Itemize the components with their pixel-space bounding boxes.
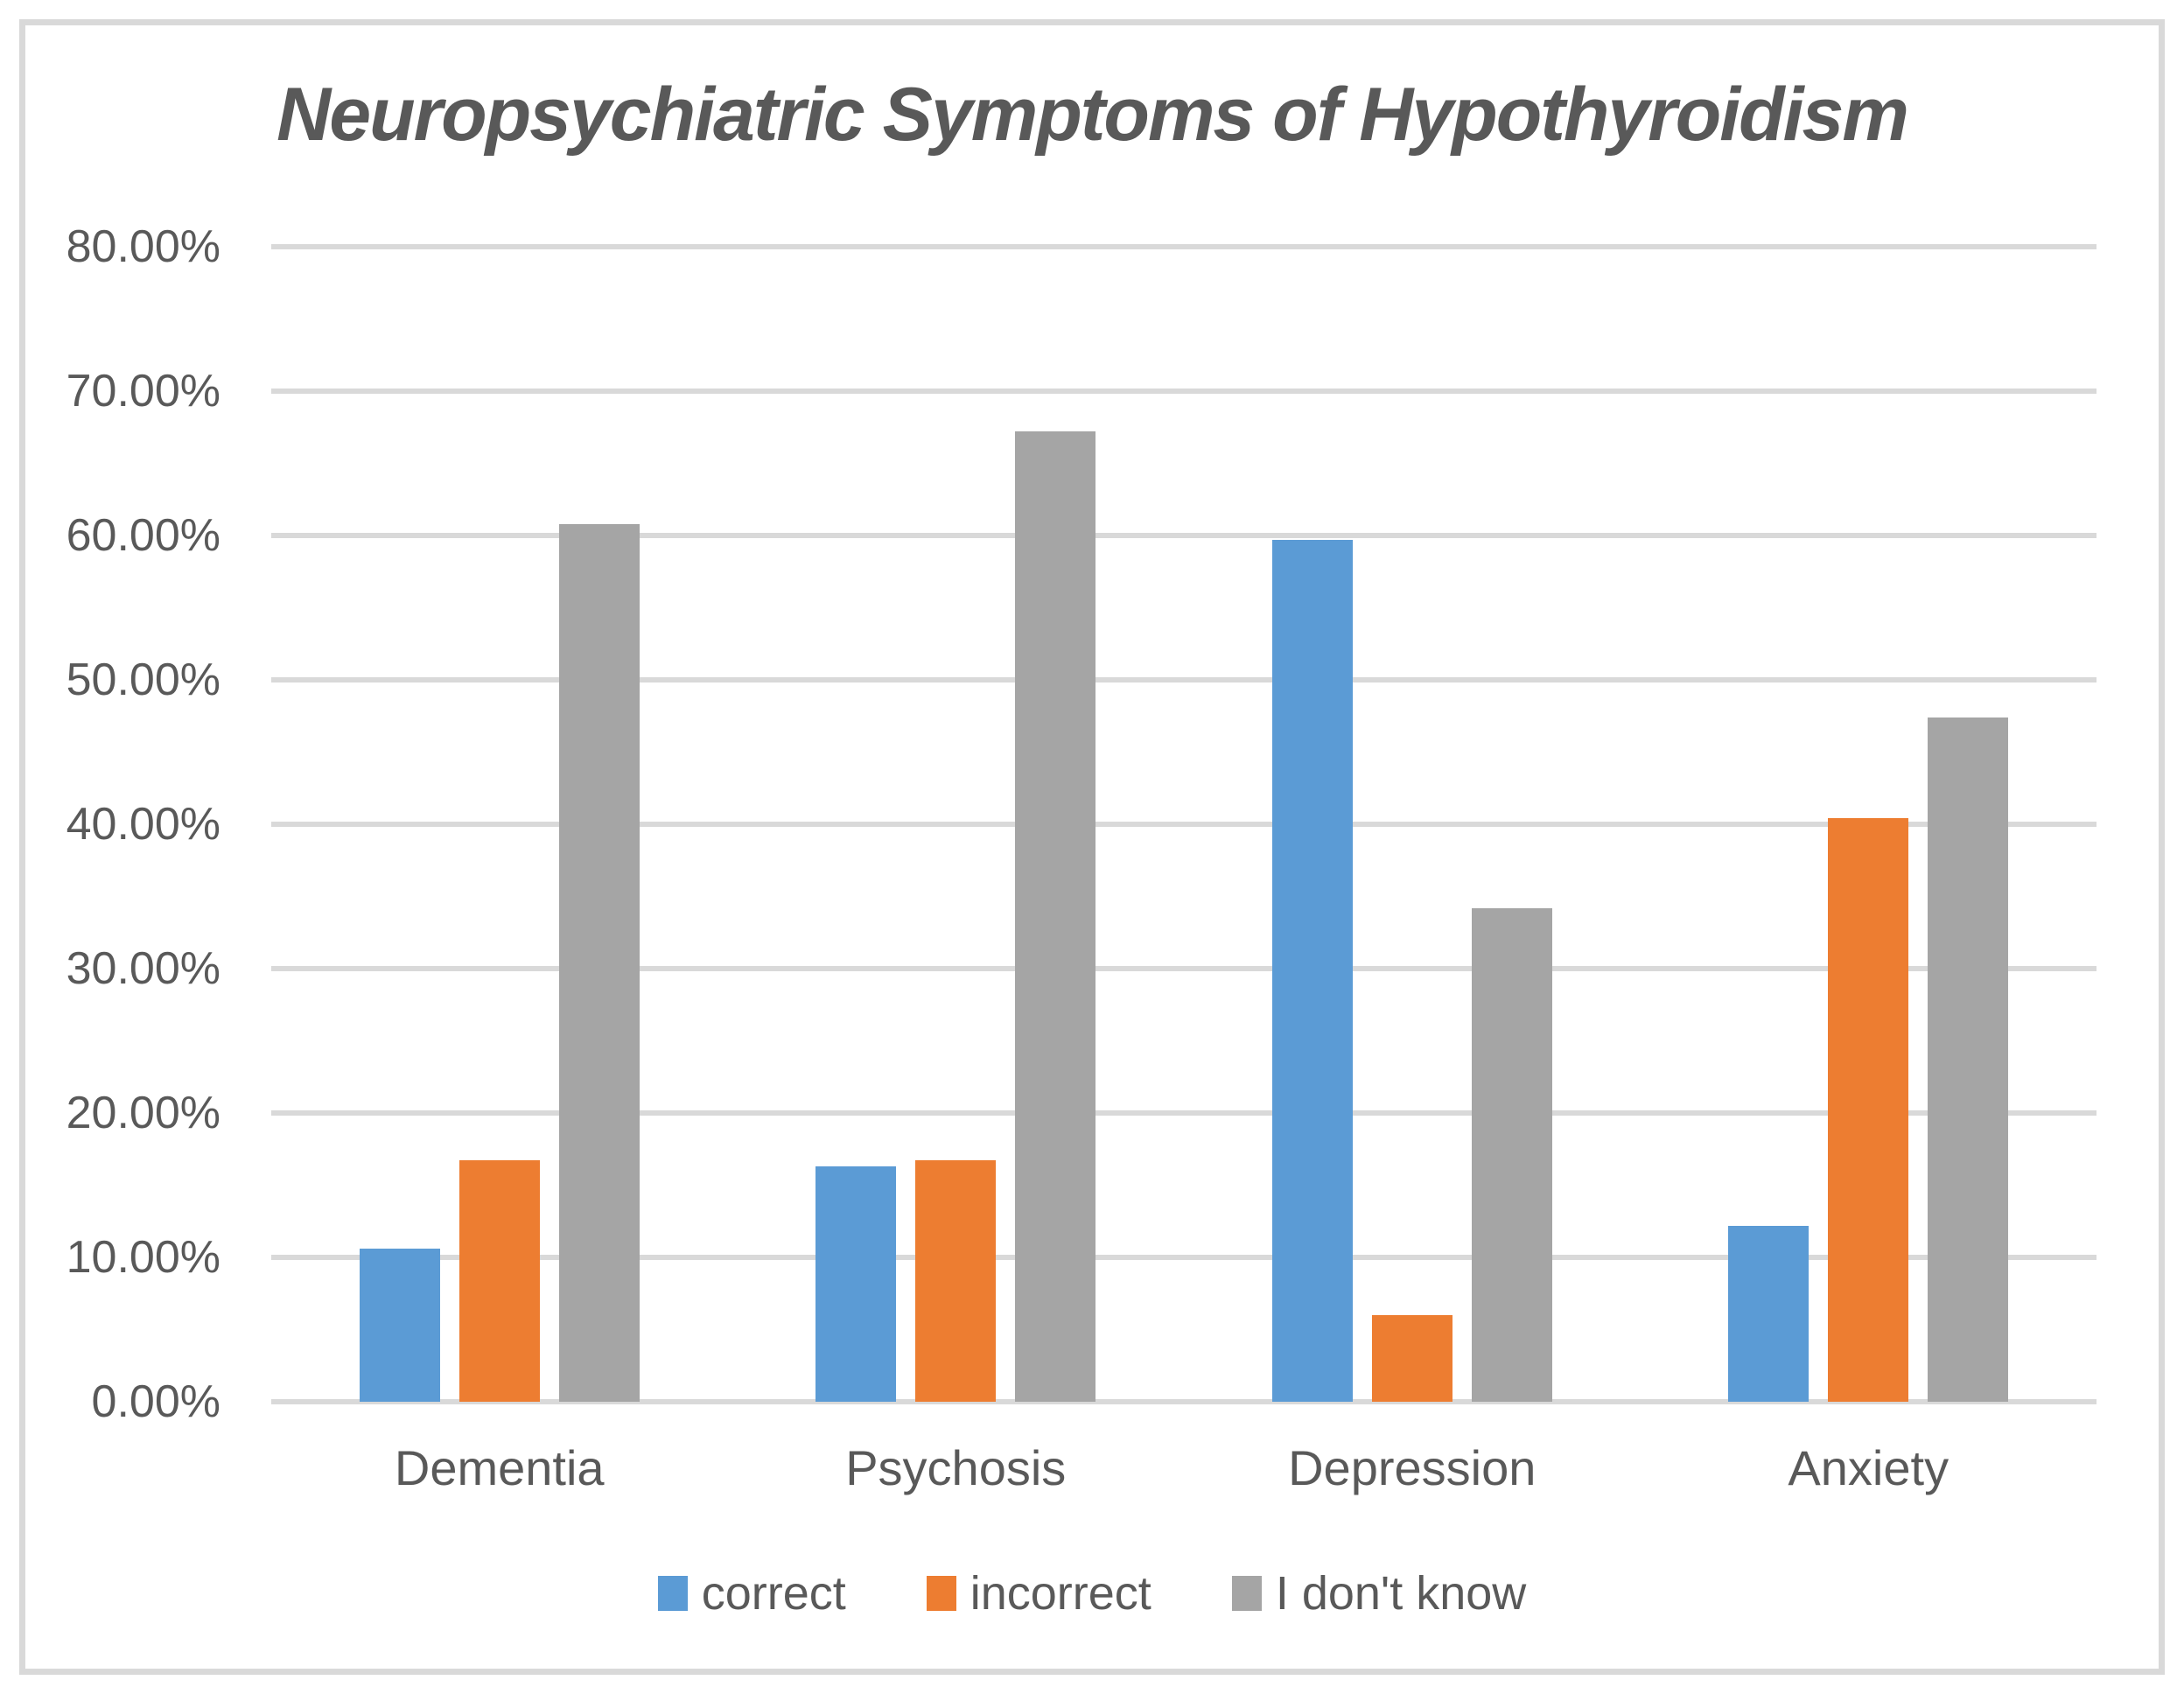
legend-label: incorrect: [970, 1567, 1152, 1620]
y-tick-label: 70.00%: [66, 366, 220, 416]
gridline-20.00%: [271, 1110, 2096, 1116]
gridline-10.00%: [271, 1255, 2096, 1260]
y-tick-label: 30.00%: [66, 943, 220, 994]
bar-group-psychosis: [728, 247, 1185, 1402]
legend-swatch-icon-correct: [657, 1576, 688, 1611]
bar-group-depression: [1184, 247, 1641, 1402]
x-category-label-dementia: Dementia: [394, 1440, 605, 1495]
bar-anxiety-correct: [1728, 1225, 1810, 1402]
gridline-40.00%: [271, 822, 2096, 827]
bar-depression-i-don-t-know: [1471, 907, 1552, 1402]
legend-label: I don't know: [1275, 1567, 1527, 1620]
y-axis-tick-labels: 0.00% 10.00% 20.00% 30.00% 40.00% 50.00% 60.00…: [52, 221, 220, 1427]
bar-depression-correct: [1271, 539, 1353, 1402]
gridline-70.00%: [271, 388, 2096, 394]
gridline-50.00%: [271, 677, 2096, 682]
legend-item-correct: correct: [657, 1567, 846, 1620]
gridline-80.00%: [271, 244, 2096, 249]
bar-groups: [271, 247, 2096, 1402]
chart-title: Neuropsychiatric Symptoms of Hypothyroid…: [276, 73, 1909, 157]
y-tick-label: 80.00%: [66, 221, 220, 272]
bar-dementia-incorrect: [458, 1160, 540, 1402]
x-category-label-psychosis: Psychosis: [845, 1440, 1067, 1495]
bar-group-dementia: [271, 247, 728, 1402]
legend-swatch-icon-i-don-t-know: [1231, 1576, 1262, 1611]
y-tick-label: 0.00%: [91, 1376, 220, 1427]
bar-anxiety-i-don-t-know: [1928, 717, 2009, 1402]
legend-item-i-don-t-know: I don't know: [1231, 1567, 1527, 1620]
y-tick-label: 50.00%: [66, 654, 220, 705]
x-category-label-anxiety: Anxiety: [1788, 1440, 1950, 1495]
legend-label: correct: [701, 1567, 846, 1620]
plot-area: [271, 244, 2096, 1404]
legend-swatch-icon-incorrect: [926, 1576, 956, 1611]
bar-psychosis-i-don-t-know: [1015, 431, 1096, 1402]
x-category-label-depression: Depression: [1288, 1440, 1536, 1495]
y-tick-label: 40.00%: [66, 799, 220, 850]
y-tick-label: 10.00%: [66, 1232, 220, 1283]
bar-dementia-correct: [359, 1249, 440, 1402]
bar-group-anxiety: [1641, 247, 2097, 1402]
y-tick-label: 60.00%: [66, 510, 220, 561]
legend-item-incorrect: incorrect: [926, 1567, 1152, 1620]
gridline-30.00%: [271, 966, 2096, 971]
bar-dementia-i-don-t-know: [558, 523, 640, 1402]
bar-depression-incorrect: [1371, 1315, 1452, 1402]
y-tick-label: 20.00%: [66, 1088, 220, 1138]
bar-psychosis-incorrect: [915, 1160, 997, 1402]
legend: correct incorrect I don't know: [0, 1570, 2184, 1617]
bar-anxiety-incorrect: [1828, 818, 1909, 1402]
bar-psychosis-correct: [816, 1166, 897, 1402]
x-axis-category-labels: Dementia Psychosis Depression Anxiety: [271, 1444, 2096, 1493]
gridline-60.00%: [271, 533, 2096, 538]
gridline-0.00%: [271, 1399, 2096, 1404]
